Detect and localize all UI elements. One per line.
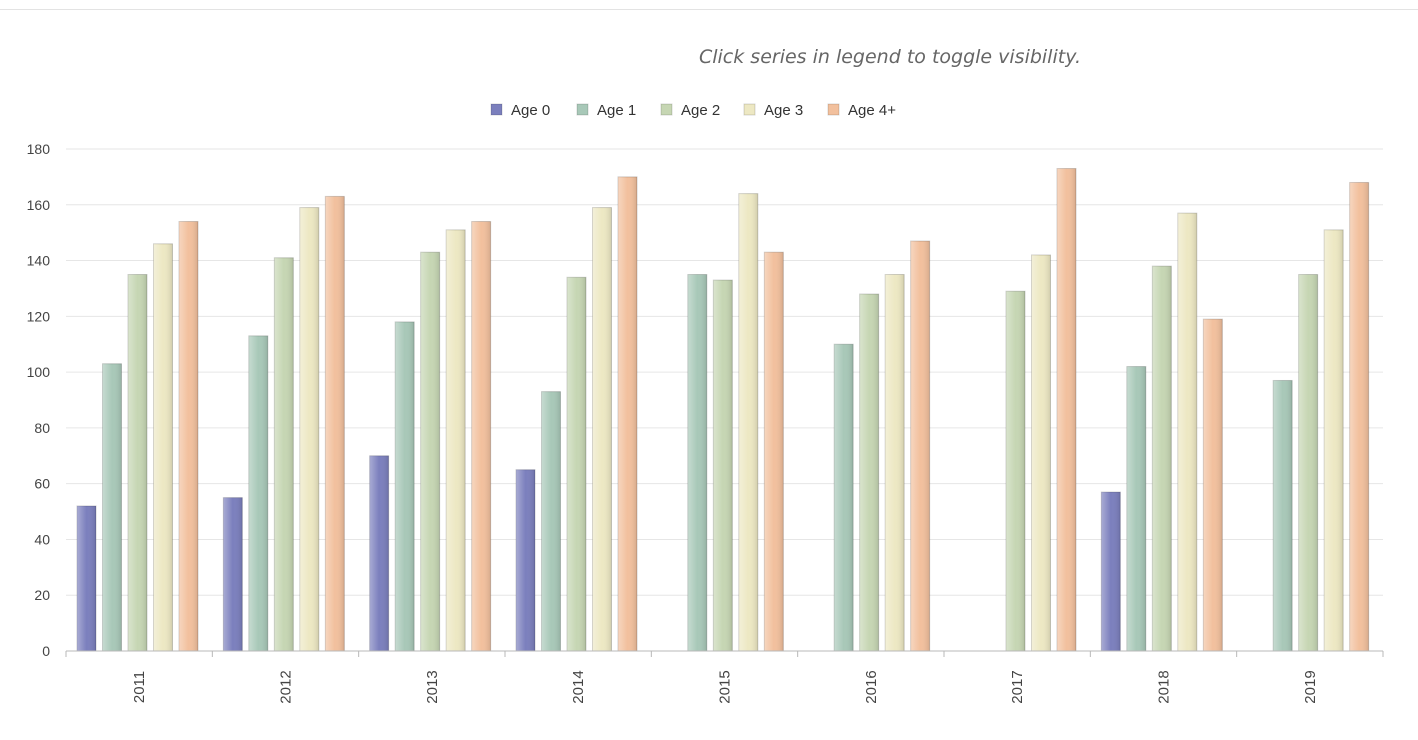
x-tick-label: 2018 [1156, 670, 1173, 703]
bar-shading [248, 335, 268, 651]
bar-shading [738, 193, 758, 651]
bar-shading [1273, 380, 1293, 651]
y-tick-label: 100 [27, 364, 51, 380]
bar-shading [1324, 229, 1344, 651]
y-tick-label: 20 [34, 587, 50, 603]
series-age-4 [178, 168, 1370, 652]
bar-shading [420, 252, 440, 651]
y-tick-label: 80 [34, 420, 50, 436]
bar-shading [102, 363, 122, 651]
series-age-1 [102, 274, 1293, 652]
x-tick-label: 2011 [131, 671, 148, 703]
legend-swatch [827, 103, 840, 116]
bar-shading [77, 505, 96, 651]
legend-swatch [490, 103, 503, 116]
bar-shading [834, 344, 854, 651]
x-tick-label: 2017 [1009, 670, 1026, 703]
y-tick-label: 40 [34, 531, 50, 547]
bar-shading [541, 391, 561, 651]
bar-shading [153, 243, 173, 652]
bar-shading [471, 221, 491, 651]
bar-shading [274, 257, 294, 651]
legend-swatch [743, 103, 756, 116]
legend-swatch [660, 103, 673, 116]
bar-shading [1152, 266, 1172, 651]
series-age-3 [153, 193, 1344, 652]
legend-item-age-2[interactable]: Age 2 [660, 102, 720, 119]
legend-label: Age 3 [764, 102, 803, 119]
x-tick-label: 2014 [570, 670, 587, 703]
legend-item-age-3[interactable]: Age 3 [743, 102, 803, 119]
bar-shading [1349, 182, 1369, 651]
bar-shading [618, 176, 637, 651]
x-tick-label: 2016 [863, 670, 880, 703]
header-divider [0, 9, 1418, 10]
legend-label: Age 2 [681, 102, 720, 119]
y-tick-label: 160 [27, 197, 51, 213]
bar-shading [1177, 213, 1197, 651]
y-tick-label: 60 [34, 476, 50, 492]
bar-shading [325, 196, 345, 651]
x-axis: 2011 2012 2013 2014 2015 2016 2017 2018 2019 [65, 650, 1384, 704]
legend-item-age-1[interactable]: Age 1 [576, 102, 636, 119]
series-age-0 [76, 455, 1121, 652]
bar-shading [223, 497, 243, 651]
legend-label: Age 0 [511, 102, 550, 119]
bar-shading [299, 207, 319, 652]
bar-series [76, 168, 1370, 652]
legend-label: Age 4+ [848, 102, 896, 119]
bar-shading [369, 455, 389, 651]
legend-item-age-0[interactable]: Age 0 [490, 102, 550, 119]
bar-shading [128, 274, 147, 651]
bar-shading [859, 294, 879, 651]
bar-shading [1031, 254, 1051, 651]
bar-shading [885, 274, 905, 651]
legend-swatch [576, 103, 589, 116]
bar-shading [395, 321, 415, 651]
bar-shading [713, 280, 733, 651]
bar-shading [1101, 492, 1121, 651]
bar-shading [1126, 366, 1146, 651]
bar-shading [567, 277, 586, 651]
legend-label: Age 1 [597, 102, 636, 119]
bar-shading [592, 207, 612, 652]
bar-shading [1006, 291, 1025, 651]
bar-shading [1203, 319, 1223, 651]
y-tick-label: 140 [27, 253, 51, 269]
x-tick-label: 2013 [424, 670, 441, 703]
bar-shading [516, 469, 535, 651]
x-tick-label: 2019 [1302, 670, 1319, 703]
legend-item-age-4[interactable]: Age 4+ [827, 102, 896, 119]
legend-hint-text: Click series in legend to toggle visibil… [698, 46, 1081, 68]
x-tick-label: 2015 [717, 670, 734, 703]
y-axis: 0 20 40 60 80 100 120 140 160 180 [27, 141, 51, 659]
y-tick-label: 0 [42, 643, 50, 659]
bar-shading [687, 274, 707, 651]
y-tick-label: 180 [27, 141, 51, 157]
y-tick-label: 120 [27, 308, 51, 324]
x-tick-label: 2012 [278, 670, 295, 703]
bar-shading [1057, 168, 1076, 651]
legend: Age 0 Age 1 Age 2 Age 3 Age 4+ [490, 102, 896, 119]
bar-shading [446, 229, 466, 651]
bar-shading [764, 252, 784, 651]
bar-shading [179, 221, 198, 651]
bar-shading [1298, 274, 1318, 651]
bar-shading [910, 241, 930, 652]
